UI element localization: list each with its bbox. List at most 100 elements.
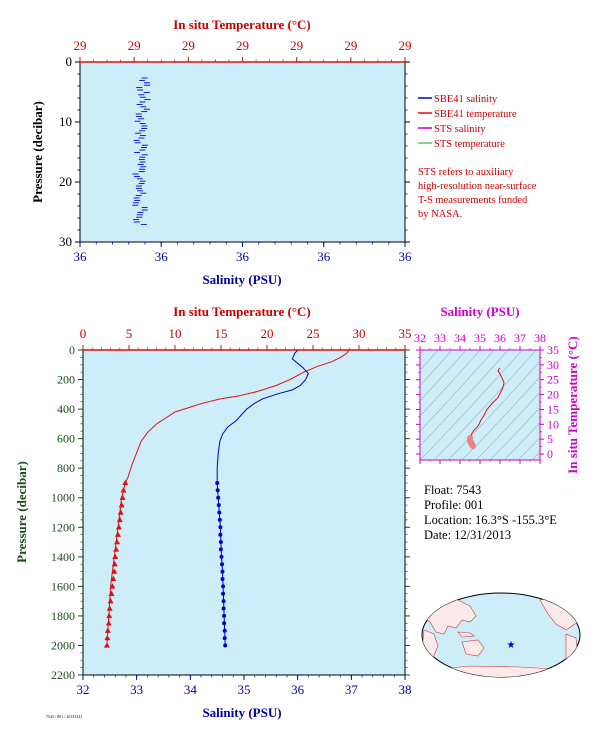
full-profile-top-tick-label: 35 <box>399 326 412 341</box>
temperature-marker <box>114 538 121 545</box>
salinity-marker <box>216 503 221 508</box>
near-surface-top-tick-label: 29 <box>74 38 87 53</box>
full-profile-y-tick-label: 1600 <box>51 579 75 593</box>
temperature-marker <box>111 561 118 567</box>
salinity-marker <box>220 569 225 574</box>
salinity-marker <box>215 481 220 485</box>
salinity-marker <box>220 577 225 581</box>
full-profile-y-tick-label: 400 <box>57 402 75 416</box>
full-profile-y-tick-label: 0 <box>69 343 75 357</box>
near-surface-bottom-tick-label: 36 <box>399 249 413 264</box>
full-profile-bottom-tick-label: 33 <box>130 682 143 697</box>
density-contour <box>420 350 425 356</box>
full-profile-y-tick-label: 1400 <box>51 550 75 564</box>
sts-note-line-2: high-resolution near-surface <box>418 181 537 192</box>
full-profile-y-tick-label: 800 <box>57 461 75 475</box>
temperature-marker <box>109 583 116 589</box>
temperature-marker <box>118 501 125 508</box>
full-profile-bottom-tick-label: 32 <box>77 682 90 697</box>
sts-note-line-3: T-S measurements funded <box>418 195 528 206</box>
near-surface-y-tick-label: 20 <box>59 174 72 189</box>
full-profile-y-tick-label: 1000 <box>51 491 75 505</box>
float-id: Float: 7543 <box>424 483 481 497</box>
full-profile-y-tick-label: 200 <box>57 373 75 387</box>
density-contour <box>433 350 537 460</box>
near-surface-panel: 29 29 29 29 29 29 29 36 36 36 36 36 0 10 20 30 In situ … <box>30 17 537 287</box>
near-surface-bottom-tick-label: 36 <box>236 249 250 264</box>
full-profile-y-tick-label: 2200 <box>51 668 75 682</box>
near-surface-bottom-tick-label: 36 <box>317 249 331 264</box>
full-profile-top-tick-label: 15 <box>215 326 228 341</box>
ts-plot-area <box>419 349 541 461</box>
full-profile-top-tick-label: 30 <box>353 326 366 341</box>
salinity-marker <box>221 591 226 596</box>
temperature-marker <box>113 546 120 552</box>
near-surface-bottom-tick-label: 36 <box>74 249 88 264</box>
full-profile-bottom-tick-label: 36 <box>291 682 305 697</box>
salinity-marker <box>216 495 221 500</box>
map-indonesia <box>457 631 475 638</box>
density-contour <box>420 350 467 402</box>
ts-right-tick-label: 20 <box>547 388 559 402</box>
temperature-marker <box>111 568 118 574</box>
location: Location: 16.3°S -155.3°E <box>424 513 557 527</box>
density-contour <box>461 376 540 460</box>
legend-sts-temperature: STS temperature <box>434 139 505 150</box>
near-surface-top-tick-label: 29 <box>399 38 412 53</box>
ts-right-tick-label: 5 <box>547 432 553 446</box>
temperature-marker <box>103 642 110 648</box>
full-profile-ylabel: Pressure (decibar) <box>14 461 29 563</box>
near-surface-bottom-tick-label: 36 <box>155 249 169 264</box>
density-contour <box>420 350 495 432</box>
ts-top-tick-label: 33 <box>434 331 446 345</box>
map-south-america <box>565 633 579 669</box>
salinity-marker <box>218 547 223 552</box>
density-contour <box>420 350 509 447</box>
salinity-marker <box>218 525 223 530</box>
salinity-marker <box>223 643 228 648</box>
temperature-marker <box>106 612 113 619</box>
full-profile-bottom-tick-label: 38 <box>399 682 412 697</box>
full-profile-series <box>103 350 350 648</box>
salinity-marker <box>219 554 224 559</box>
temperature-marker <box>122 479 129 486</box>
salinity-marker <box>222 621 227 626</box>
salinity-marker <box>222 613 227 618</box>
salinity-marker <box>218 540 223 544</box>
temperature-marker <box>120 487 127 493</box>
temperature-marker <box>114 531 121 537</box>
near-surface-top-tick-label: 29 <box>182 38 195 53</box>
density-contour <box>517 437 540 460</box>
near-surface-top-tick-label: 29 <box>236 38 249 53</box>
full-profile-y-tick-label: 1200 <box>51 520 75 534</box>
ts-top-tick-label: 35 <box>474 331 486 345</box>
temperature-marker <box>112 553 119 560</box>
world-map: ★ <box>421 592 581 678</box>
full-profile-bottom-tick-label: 35 <box>238 682 251 697</box>
ts-right-tick-label: 15 <box>547 402 559 416</box>
ts-right-tick-label: 35 <box>547 343 559 357</box>
ts-right-tick-label: 0 <box>547 447 553 461</box>
full-profile-top-tick-label: 5 <box>126 326 133 341</box>
temperature-marker <box>105 620 112 626</box>
near-surface-top-tick-label: 29 <box>290 38 303 53</box>
temperature-marker <box>117 509 124 515</box>
ts-top-tick-label: 38 <box>534 331 546 345</box>
ts-right-tick-label: 30 <box>547 358 559 372</box>
legend-sbe41-salinity: SBE41 salinity <box>434 94 498 105</box>
full-profile-panel: 0 5 10 15 20 25 30 35 32 33 34 35 36 37 38 0 200 400 600 80… <box>14 304 412 720</box>
density-contour <box>420 350 523 460</box>
salinity-marker <box>221 599 226 604</box>
density-contour <box>475 391 540 460</box>
ts-right-tick-label: 25 <box>547 373 559 387</box>
salinity-marker <box>218 532 223 537</box>
sts-note-line-1: STS refers to auxiliary <box>418 167 514 178</box>
ts-right-ylabel: In situ Temperature (°C) <box>565 336 580 474</box>
temperature-marker <box>116 516 123 523</box>
date: Date: 12/31/2013 <box>424 528 511 542</box>
near-surface-top-xlabel: In situ Temperature (°C) <box>173 17 311 32</box>
ts-top-tick-label: 32 <box>414 331 426 345</box>
full-profile-y-tick-label: 1800 <box>51 609 75 623</box>
